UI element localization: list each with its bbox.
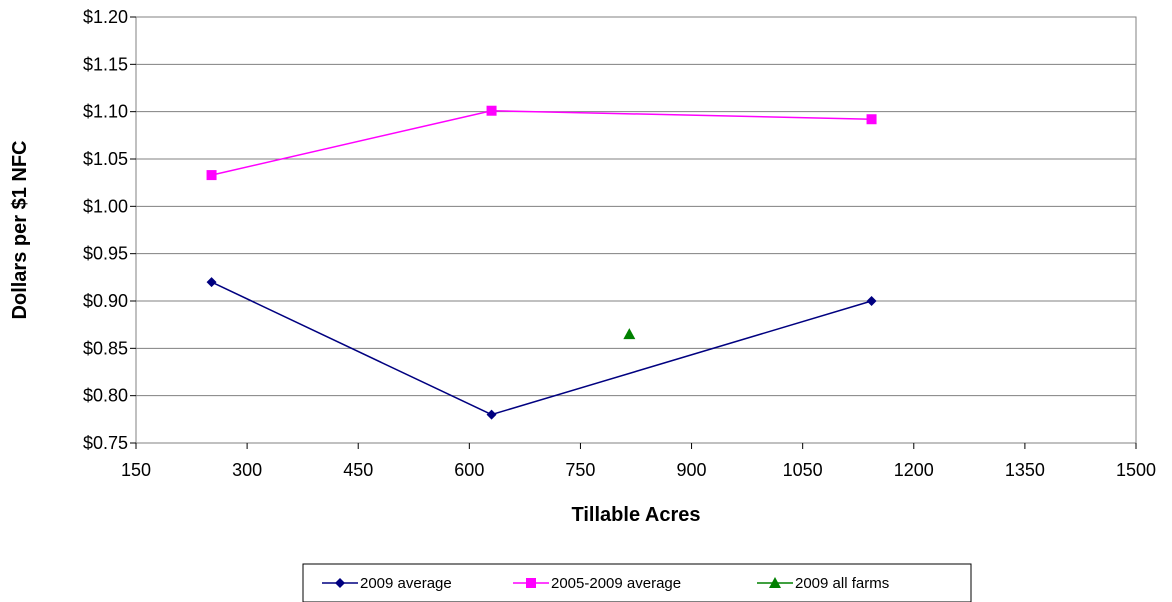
legend-label: 2009 average — [360, 575, 452, 592]
y-tick-label: $0.80 — [83, 386, 128, 406]
legend-marker — [335, 578, 345, 588]
x-tick-label: 1200 — [894, 460, 934, 480]
y-tick-label: $1.10 — [83, 102, 128, 122]
y-axis-title: Dollars per $1 NFC — [9, 141, 31, 320]
plot-area — [135, 16, 1137, 444]
data-point — [623, 328, 636, 340]
series-3 — [623, 328, 636, 340]
x-tick-label: 1500 — [1116, 460, 1156, 480]
data-point — [206, 170, 217, 181]
x-tick-label: 900 — [677, 460, 707, 480]
gridlines — [136, 63, 1136, 397]
data-point — [486, 105, 497, 116]
y-tick-label: $1.00 — [83, 196, 128, 216]
legend-entry: 2009 average — [322, 575, 452, 592]
legend-label: 2005-2009 average — [551, 575, 681, 592]
x-tick-label: 1350 — [1005, 460, 1045, 480]
x-tick-label: 600 — [454, 460, 484, 480]
x-tick-label: 1050 — [783, 460, 823, 480]
y-tick-label: $1.20 — [83, 7, 128, 27]
series-1 — [206, 277, 877, 420]
data-point — [866, 114, 877, 125]
legend-label: 2009 all farms — [795, 575, 889, 592]
series-line — [211, 109, 872, 176]
x-tick-label: 750 — [565, 460, 595, 480]
data-point — [866, 296, 877, 306]
axis-ticks: $0.75 $0.80 $0.85 $0.90 $0.95 $1.00 $1.05 $1.10… — [83, 7, 1156, 480]
series-layer — [206, 105, 877, 420]
y-tick-label: $0.95 — [83, 244, 128, 264]
y-tick-label: $1.15 — [83, 54, 128, 74]
legend-marker — [769, 577, 781, 588]
x-tick-label: 150 — [121, 460, 151, 480]
series-2 — [206, 105, 877, 181]
data-point — [206, 277, 217, 288]
y-tick-label: $0.85 — [83, 338, 128, 358]
legend-entry: 2005-2009 average — [513, 575, 681, 592]
y-tick-label: $0.90 — [83, 291, 128, 311]
legend-entry: 2009 all farms — [757, 575, 889, 592]
legend-box — [302, 563, 972, 602]
x-axis-title: Tillable Acres — [572, 504, 701, 526]
x-tick-label: 300 — [232, 460, 262, 480]
data-point — [486, 409, 497, 420]
y-tick-label: $0.75 — [83, 433, 128, 453]
legend: 2009 average 2005-2009 average 2009 all fa… — [302, 563, 972, 602]
x-tick-label: 450 — [343, 460, 373, 480]
y-tick-label: $1.05 — [83, 149, 128, 169]
legend-marker — [526, 578, 536, 588]
